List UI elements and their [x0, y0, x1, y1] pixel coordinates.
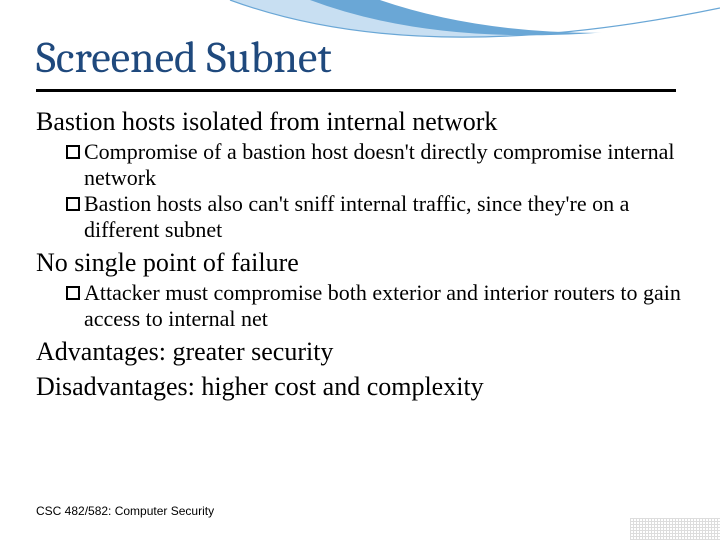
slide-footer: CSC 482/582: Computer Security: [36, 504, 214, 518]
slide-content: Bastion hosts isolated from internal net…: [36, 106, 684, 402]
square-bullet-icon: [66, 145, 80, 159]
slide-title: Screened Subnet: [36, 32, 684, 83]
bullet-text: Compromise of a bastion host doesn't dir…: [84, 139, 684, 191]
title-underline: [36, 89, 676, 92]
square-bullet-icon: [66, 197, 80, 211]
bullet-text: Bastion hosts also can't sniff internal …: [84, 191, 684, 243]
section-heading: No single point of failure: [36, 247, 684, 278]
section-heading: Disadvantages: higher cost and complexit…: [36, 371, 684, 402]
bullet-item: Compromise of a bastion host doesn't dir…: [66, 139, 684, 191]
bullet-item: Attacker must compromise both exterior a…: [66, 280, 684, 332]
square-bullet-icon: [66, 286, 80, 300]
bullet-item: Bastion hosts also can't sniff internal …: [66, 191, 684, 243]
section-heading: Advantages: greater security: [36, 336, 684, 367]
bullet-text: Attacker must compromise both exterior a…: [84, 280, 684, 332]
slide: Screened Subnet Bastion hosts isolated f…: [0, 0, 720, 540]
section-heading: Bastion hosts isolated from internal net…: [36, 106, 684, 137]
